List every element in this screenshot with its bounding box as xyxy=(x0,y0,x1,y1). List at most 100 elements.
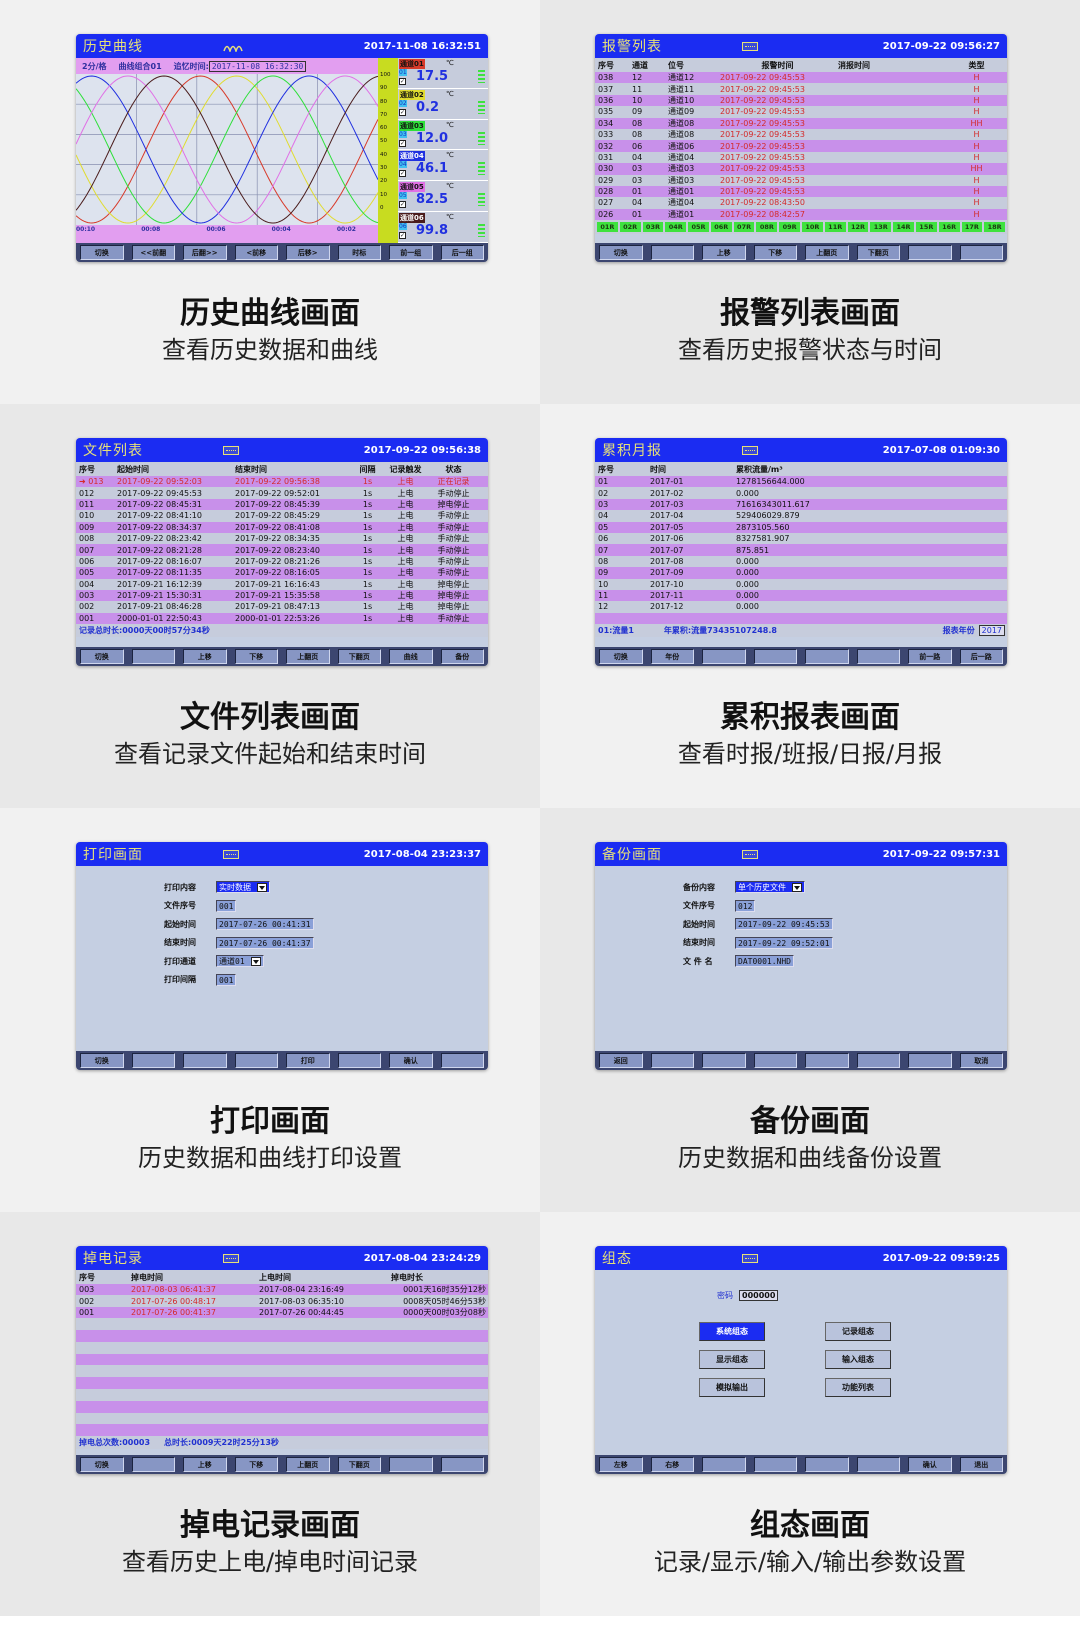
table-row[interactable]: 004 2017-09-21 16:12:39 2017-09-21 16:16:4… xyxy=(76,578,488,590)
softkey-button[interactable]: 前一组 xyxy=(389,245,433,260)
softkey-button[interactable] xyxy=(805,1053,849,1068)
select-field[interactable]: 单个历史文件 xyxy=(735,881,805,894)
table-row[interactable]: 027 04 通道04 2017-09-22 08:43:50 H xyxy=(595,197,1007,209)
softkey-button[interactable]: <前移 xyxy=(234,245,278,260)
softkey-button[interactable]: 上移 xyxy=(702,245,746,260)
config-menu-button[interactable]: 功能列表 xyxy=(825,1378,891,1397)
softkey-button[interactable]: 下翻页 xyxy=(337,649,381,664)
dropdown-arrow-icon[interactable] xyxy=(250,956,261,966)
softkey-button[interactable]: 切换 xyxy=(80,1457,124,1472)
softkey-button[interactable]: 上翻页 xyxy=(286,1457,330,1472)
config-menu-button[interactable]: 模拟输出 xyxy=(699,1378,765,1397)
softkey-button[interactable] xyxy=(908,245,952,260)
report-year-input[interactable]: 2017 xyxy=(978,625,1005,637)
softkey-button[interactable]: 时标 xyxy=(337,245,381,260)
table-row[interactable]: ➜ 013 2017-09-22 09:52:03 2017-09-22 09:56… xyxy=(76,476,488,488)
softkey-button[interactable]: 后翻>> xyxy=(183,245,227,260)
table-row[interactable]: 005 2017-09-22 08:11:35 2017-09-22 08:16:0… xyxy=(76,567,488,579)
channel-checkbox[interactable]: ✓ xyxy=(399,108,406,116)
softkey-button[interactable]: 取消 xyxy=(959,1053,1003,1068)
table-row[interactable]: 029 03 通道03 2017-09-22 09:45:53 H xyxy=(595,174,1007,186)
softkey-button[interactable] xyxy=(131,1053,175,1068)
softkey-button[interactable]: 下移 xyxy=(234,1457,278,1472)
softkey-button[interactable]: 返回 xyxy=(599,1053,643,1068)
table-row[interactable]: 030 03 通道03 2017-09-22 09:45:53 HH xyxy=(595,163,1007,175)
channel-checkbox[interactable]: ✓ xyxy=(399,78,406,85)
softkey-button[interactable]: 切换 xyxy=(80,649,124,664)
softkey-button[interactable] xyxy=(856,649,900,664)
softkey-button[interactable] xyxy=(805,649,849,664)
softkey-button[interactable]: 后一组 xyxy=(440,245,484,260)
table-row[interactable]: 037 11 通道11 2017-09-22 09:45:53 H xyxy=(595,83,1007,95)
softkey-button[interactable]: 下翻页 xyxy=(856,245,900,260)
table-row[interactable]: 001 2017-07-26 00:41:37 2017-07-26 00:44:4… xyxy=(76,1306,488,1319)
table-row[interactable]: 011 2017-09-22 08:45:31 2017-09-22 08:45:3… xyxy=(76,498,488,511)
softkey-button[interactable]: 曲线 xyxy=(389,649,433,664)
softkey-button[interactable]: <<前翻 xyxy=(131,245,175,260)
softkey-button[interactable] xyxy=(753,1053,797,1068)
text-field[interactable]: 2017-07-26 00:41:31 xyxy=(216,918,314,931)
softkey-button[interactable]: 切换 xyxy=(80,1053,124,1068)
softkey-button[interactable]: 后移> xyxy=(286,245,330,260)
table-row[interactable]: 02 2017-02 0.000 xyxy=(595,487,1007,499)
softkey-button[interactable]: 确认 xyxy=(908,1457,952,1472)
softkey-button[interactable]: 打印 xyxy=(286,1053,330,1068)
softkey-button[interactable] xyxy=(856,1053,900,1068)
text-field[interactable]: 2017-09-22 09:45:53 xyxy=(735,918,833,931)
table-row[interactable]: 010 2017-09-22 08:41:10 2017-09-22 08:45:2… xyxy=(76,510,488,522)
table-row[interactable]: 031 04 通道04 2017-09-22 09:45:53 H xyxy=(595,151,1007,164)
table-row[interactable]: 003 2017-08-03 06:41:37 2017-08-04 23:16:4… xyxy=(76,1284,488,1296)
table-row[interactable]: 012 2017-09-22 09:45:53 2017-09-22 09:52:0… xyxy=(76,487,488,499)
table-row[interactable]: 001 2000-01-01 22:50:43 2000-01-01 22:53:2… xyxy=(76,612,488,625)
softkey-button[interactable]: 切换 xyxy=(80,245,124,260)
softkey-button[interactable] xyxy=(702,1053,746,1068)
table-row[interactable]: 007 2017-09-22 08:21:28 2017-09-22 08:23:4… xyxy=(76,544,488,556)
text-field[interactable]: 001 xyxy=(216,973,237,986)
softkey-button[interactable] xyxy=(183,1053,227,1068)
table-row[interactable]: 04 2017-04 529406029.879 xyxy=(595,510,1007,522)
softkey-button[interactable] xyxy=(650,1053,694,1068)
softkey-button[interactable] xyxy=(337,1053,381,1068)
softkey-button[interactable]: 左移 xyxy=(599,1457,643,1472)
softkey-button[interactable] xyxy=(440,1053,484,1068)
softkey-button[interactable] xyxy=(908,1053,952,1068)
table-row[interactable]: 009 2017-09-22 08:34:37 2017-09-22 08:41:0… xyxy=(76,521,488,533)
softkey-button[interactable] xyxy=(753,649,797,664)
softkey-button[interactable]: 后一路 xyxy=(959,649,1003,664)
select-field[interactable]: 通道01 xyxy=(216,955,264,968)
config-menu-button[interactable]: 输入组态 xyxy=(825,1350,891,1369)
softkey-button[interactable]: 上翻页 xyxy=(805,245,849,260)
softkey-button[interactable]: 下翻页 xyxy=(337,1457,381,1472)
table-row[interactable]: 008 2017-09-22 08:23:42 2017-09-22 08:34:3… xyxy=(76,532,488,545)
softkey-button[interactable]: 切换 xyxy=(599,245,643,260)
config-menu-button[interactable]: 显示组态 xyxy=(699,1350,765,1369)
table-row[interactable]: 006 2017-09-22 08:16:07 2017-09-22 08:21:2… xyxy=(76,555,488,568)
softkey-button[interactable] xyxy=(131,649,175,664)
softkey-button[interactable]: 前一路 xyxy=(908,649,952,664)
table-row[interactable]: 05 2017-05 2873105.560 xyxy=(595,521,1007,533)
softkey-button[interactable]: 上移 xyxy=(183,1457,227,1472)
softkey-button[interactable]: 下移 xyxy=(234,649,278,664)
table-row[interactable]: 026 01 通道01 2017-09-22 08:42:57 H xyxy=(595,208,1007,221)
table-row[interactable]: 09 2017-09 0.000 xyxy=(595,567,1007,579)
keyboard-icon[interactable] xyxy=(223,1253,239,1263)
table-row[interactable]: 038 12 通道12 2017-09-22 09:45:53 H xyxy=(595,72,1007,84)
select-field[interactable]: 实时数据 xyxy=(216,881,270,894)
table-row[interactable]: 035 09 通道09 2017-09-22 09:45:53 H xyxy=(595,106,1007,118)
text-field[interactable]: 2017-09-22 09:52:01 xyxy=(735,936,833,949)
keyboard-icon[interactable] xyxy=(742,41,758,51)
table-row[interactable]: 032 06 通道06 2017-09-22 09:45:53 H xyxy=(595,140,1007,152)
softkey-button[interactable] xyxy=(959,245,1003,260)
text-field[interactable]: DAT0001.NHD xyxy=(735,955,794,968)
keyboard-icon[interactable] xyxy=(742,445,758,455)
password-input[interactable]: 000000 xyxy=(739,1290,779,1301)
softkey-button[interactable]: 右移 xyxy=(650,1457,694,1472)
table-row[interactable]: 11 2017-11 0.000 xyxy=(595,589,1007,602)
channel-readout[interactable]: 通道02 ℃ 02 ✓ 0.2 xyxy=(398,89,488,120)
text-field[interactable]: 2017-07-26 00:41:37 xyxy=(216,936,314,949)
channel-readout[interactable]: 通道04 ℃ 04 ✓ 46.1 xyxy=(398,150,488,182)
keyboard-icon[interactable] xyxy=(223,849,239,859)
table-row[interactable]: 06 2017-06 8327581.907 xyxy=(595,532,1007,545)
softkey-button[interactable] xyxy=(389,1457,433,1472)
softkey-button[interactable] xyxy=(650,245,694,260)
